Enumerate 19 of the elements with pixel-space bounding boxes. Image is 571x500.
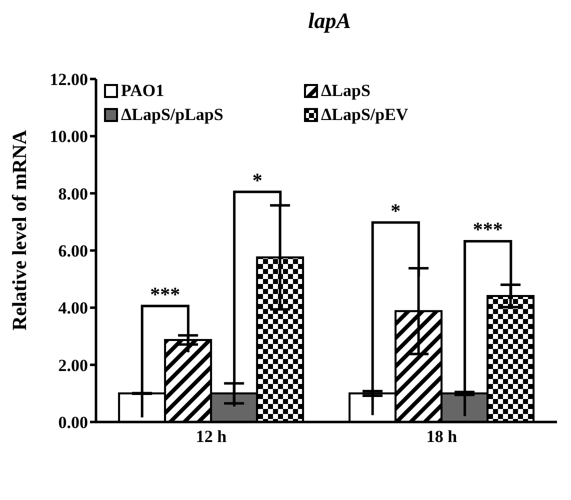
y-tick-label: 4.00	[58, 298, 88, 318]
annotation: ***	[472, 219, 503, 242]
chart-title: lapA	[307, 8, 352, 35]
y-tick-label: 6.00	[58, 242, 88, 261]
y-tick-label: 10.00	[50, 127, 88, 146]
annotation: *	[390, 200, 401, 223]
x-tick-label: 18 h	[426, 427, 458, 446]
y-tick-label: 12.00	[50, 70, 88, 90]
legend-label: ΔLapS	[321, 81, 370, 101]
annotation: ***	[150, 284, 180, 306]
legend-label: ΔLapS/pEV	[321, 105, 408, 125]
y-axis-title: Relative level of mRNA	[9, 129, 32, 330]
annotation: *	[252, 170, 262, 192]
x-tick-label: 12 h	[196, 427, 228, 446]
legend-label: ΔLapS/pLapS	[121, 105, 224, 125]
legend-label: PAO1	[121, 81, 164, 101]
y-tick-label: 0.00	[58, 413, 88, 432]
y-tick-label: 8.00	[58, 184, 88, 204]
y-tick-label: 2.00	[58, 356, 88, 375]
